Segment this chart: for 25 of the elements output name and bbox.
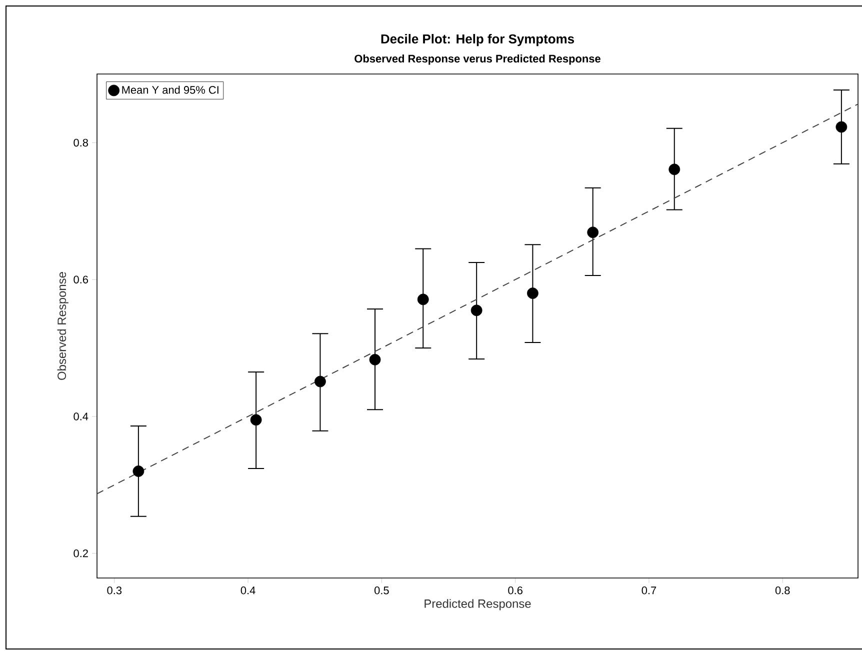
point	[417, 294, 429, 306]
x-tick-label: 0.6	[508, 586, 522, 594]
y-axis-title: Observed Response	[57, 272, 68, 380]
point	[132, 466, 144, 477]
point	[668, 164, 680, 176]
point	[587, 226, 599, 238]
point	[369, 354, 381, 366]
point	[250, 414, 262, 426]
y-tick-label: 0.2	[74, 549, 88, 558]
x-tick-label: 0.5	[374, 586, 389, 594]
point	[836, 121, 848, 133]
chart-title: Decile Plot: Help for Symptoms	[381, 34, 574, 46]
x-axis-title: Predicted Response	[424, 599, 531, 610]
x-tick-label: 0.4	[240, 586, 256, 594]
x-tick-label: 0.3	[107, 586, 122, 594]
chart-subtitle: Observed Response verus Predicted Response	[354, 54, 600, 65]
point	[470, 304, 482, 316]
x-tick-label: 0.7	[642, 586, 656, 594]
point	[314, 376, 326, 388]
y-tick-label: 0.8	[74, 138, 88, 147]
y-tick-label: 0.6	[74, 276, 88, 284]
point	[527, 288, 538, 299]
x-tick-label: 0.8	[775, 586, 790, 594]
legend-label: Mean Y and 95% CI	[122, 86, 218, 94]
y-tick-label: 0.4	[74, 412, 88, 420]
